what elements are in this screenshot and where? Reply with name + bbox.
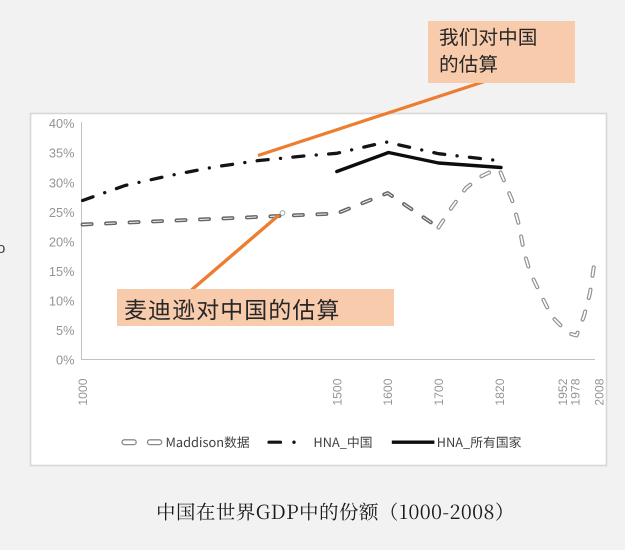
svg-text:35%: 35% — [49, 146, 75, 161]
svg-text:30%: 30% — [49, 175, 75, 190]
svg-text:o: o — [0, 240, 5, 257]
svg-text:0%: 0% — [56, 353, 75, 368]
svg-text:15%: 15% — [49, 264, 75, 279]
svg-text:5%: 5% — [56, 323, 75, 338]
svg-text:1952: 1952 — [556, 378, 570, 405]
svg-text:1500: 1500 — [330, 378, 344, 405]
svg-text:1000: 1000 — [76, 378, 90, 405]
svg-text:2008: 2008 — [593, 378, 607, 405]
svg-text:25%: 25% — [49, 205, 75, 220]
svg-text:1700: 1700 — [432, 378, 446, 405]
svg-text:1600: 1600 — [381, 378, 395, 405]
svg-text:40%: 40% — [49, 116, 75, 131]
svg-text:10%: 10% — [49, 293, 75, 308]
svg-text:20%: 20% — [49, 234, 75, 249]
svg-text:1820: 1820 — [493, 378, 507, 405]
svg-text:1978: 1978 — [568, 378, 582, 405]
